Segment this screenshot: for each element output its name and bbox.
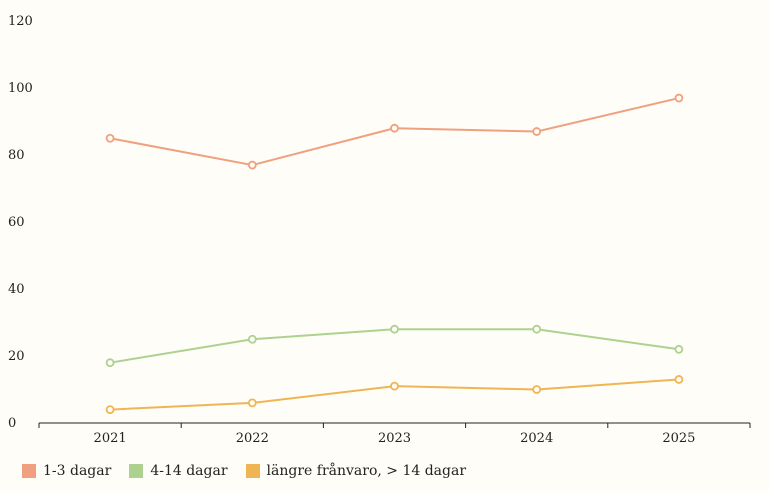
x-tick-label: 2023	[378, 431, 411, 446]
series-line-1	[109, 328, 680, 364]
data-point[interactable]	[532, 385, 542, 394]
data-point[interactable]	[247, 398, 257, 408]
x-tick-label: 2021	[94, 431, 127, 446]
y-tick-label: 120	[8, 14, 33, 29]
legend-item-4-14-dagar[interactable]: 4-14 dagar	[129, 463, 228, 479]
data-point[interactable]	[105, 358, 115, 368]
legend-swatch	[129, 464, 144, 478]
data-point[interactable]	[674, 375, 684, 384]
legend-swatch	[245, 464, 260, 478]
legend-item-langre-franvaro[interactable]: längre frånvaro, > 14 dagar	[245, 463, 467, 479]
legend: 1-3 dagar 4-14 dagar längre frånvaro, > …	[22, 463, 466, 479]
line-chart: 0 20 40 60 80 100 120 2021 2022 2023 2024 2025	[8, 14, 751, 446]
y-tick-label: 0	[8, 416, 16, 431]
y-tick-label: 100	[8, 81, 33, 96]
y-axis: 0 20 40 60 80 100 120	[8, 14, 33, 431]
legend-item-1-3-dagar[interactable]: 1-3 dagar	[22, 463, 111, 479]
data-point[interactable]	[105, 405, 115, 415]
data-point[interactable]	[390, 324, 399, 334]
x-axis: 2021 2022 2023 2024 2025	[38, 422, 751, 446]
data-point[interactable]	[532, 324, 542, 334]
data-point[interactable]	[390, 123, 399, 133]
y-tick-label: 40	[8, 282, 25, 297]
data-point[interactable]	[674, 344, 684, 354]
legend-label: längre frånvaro, > 14 dagar	[266, 463, 467, 479]
data-point[interactable]	[390, 381, 399, 391]
x-tick-label: 2025	[662, 431, 695, 446]
y-tick-label: 80	[8, 148, 25, 163]
legend-label: 4-14 dagar	[150, 463, 228, 479]
x-tick-label: 2022	[236, 431, 269, 446]
data-point[interactable]	[532, 127, 542, 136]
y-tick-label: 20	[8, 349, 25, 364]
legend-swatch	[22, 464, 36, 478]
legend-label: 1-3 dagar	[43, 463, 112, 479]
data-point[interactable]	[105, 133, 115, 143]
data-point[interactable]	[674, 93, 684, 103]
y-tick-label: 60	[8, 215, 25, 230]
series-layer	[105, 93, 684, 415]
x-tick-label: 2024	[520, 431, 553, 446]
data-point[interactable]	[247, 160, 257, 170]
data-point[interactable]	[247, 334, 257, 344]
